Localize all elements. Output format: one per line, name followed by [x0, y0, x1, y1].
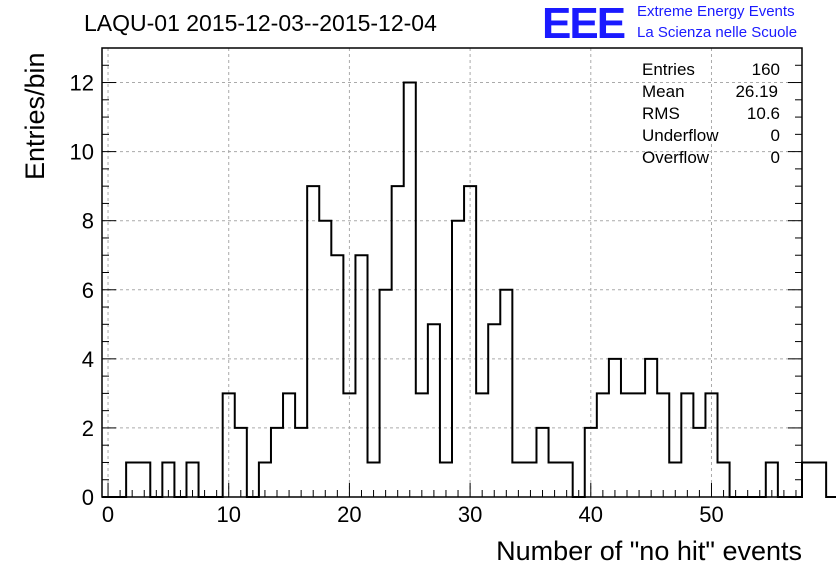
histogram-bin — [633, 393, 645, 497]
histogram-bin — [597, 393, 609, 497]
histogram-bin — [331, 255, 343, 497]
histogram-bin — [657, 393, 669, 497]
stats-box: Entries 160 Mean 26.19 RMS 10.6 Underflow 0 … — [642, 60, 780, 170]
y-tick-label: 8 — [82, 209, 94, 234]
y-tick-label: 0 — [82, 485, 94, 510]
histogram-bin — [380, 290, 392, 497]
histogram-line — [102, 81, 836, 498]
y-tick-label: 10 — [70, 140, 94, 165]
stats-value: 10.6 — [746, 104, 780, 123]
histogram-bin — [681, 393, 693, 497]
histogram-bin — [307, 186, 319, 497]
histogram-bin — [621, 393, 633, 497]
histogram-bin — [416, 393, 428, 497]
logo-line-2: La Scienza nelle Scuole — [637, 24, 798, 41]
stats-label: RMS — [642, 104, 680, 123]
histogram-bin — [355, 255, 367, 497]
stats-row-rms: RMS 10.6 — [642, 104, 780, 126]
stats-row-underflow: Underflow 0 — [642, 126, 780, 148]
stats-value: 26.19 — [735, 82, 778, 101]
stats-value: 160 — [751, 60, 780, 79]
histogram-bin — [235, 428, 247, 497]
stats-label: Overflow — [642, 148, 710, 167]
stats-label: Mean — [642, 82, 685, 101]
eee-logo: EEE — [542, 0, 626, 48]
histogram-bin — [693, 428, 705, 497]
chart-title: LAQU-01 2015-12-03--2015-12-04 — [84, 10, 437, 36]
histogram-bin — [814, 462, 826, 497]
histogram-bin — [271, 428, 283, 497]
histogram-bin — [802, 462, 814, 497]
y-axis-label: Entries/bin — [20, 52, 50, 180]
y-tick-label: 12 — [70, 71, 94, 96]
y-tick-label: 2 — [82, 416, 94, 441]
histogram-bin — [283, 393, 295, 497]
x-tick-label: 30 — [458, 502, 482, 527]
stats-value: 0 — [770, 126, 780, 145]
x-tick-label: 50 — [699, 502, 723, 527]
x-tick-label: 20 — [337, 502, 361, 527]
stats-label: Entries — [642, 60, 695, 79]
axis-tick-labels: 0 10 20 30 40 50 0 2 4 6 8 10 12 — [70, 71, 724, 527]
histogram-bin — [295, 428, 307, 497]
x-tick-label: 40 — [579, 502, 603, 527]
x-tick-label: 10 — [216, 502, 240, 527]
x-tick-label: 0 — [102, 502, 114, 527]
axis-ticks — [102, 47, 802, 498]
histogram-bin — [476, 393, 488, 497]
stats-row-entries: Entries 160 — [642, 60, 780, 82]
y-tick-label: 6 — [82, 278, 94, 303]
stats-row-overflow: Overflow 0 — [642, 148, 780, 170]
stats-value: 0 — [770, 148, 780, 167]
histogram-bin — [500, 290, 512, 497]
logo-line-1: Extreme Energy Events — [637, 3, 795, 20]
histogram-series — [102, 81, 836, 498]
y-tick-label: 4 — [82, 347, 94, 372]
histogram-bin — [428, 324, 440, 497]
histogram-bin — [392, 186, 404, 497]
stats-row-mean: Mean 26.19 — [642, 82, 780, 104]
histogram-bin — [536, 428, 548, 497]
stats-label: Underflow — [642, 126, 719, 145]
histogram-bin — [488, 324, 500, 497]
x-axis-label: Number of "no hit" events — [496, 536, 802, 566]
